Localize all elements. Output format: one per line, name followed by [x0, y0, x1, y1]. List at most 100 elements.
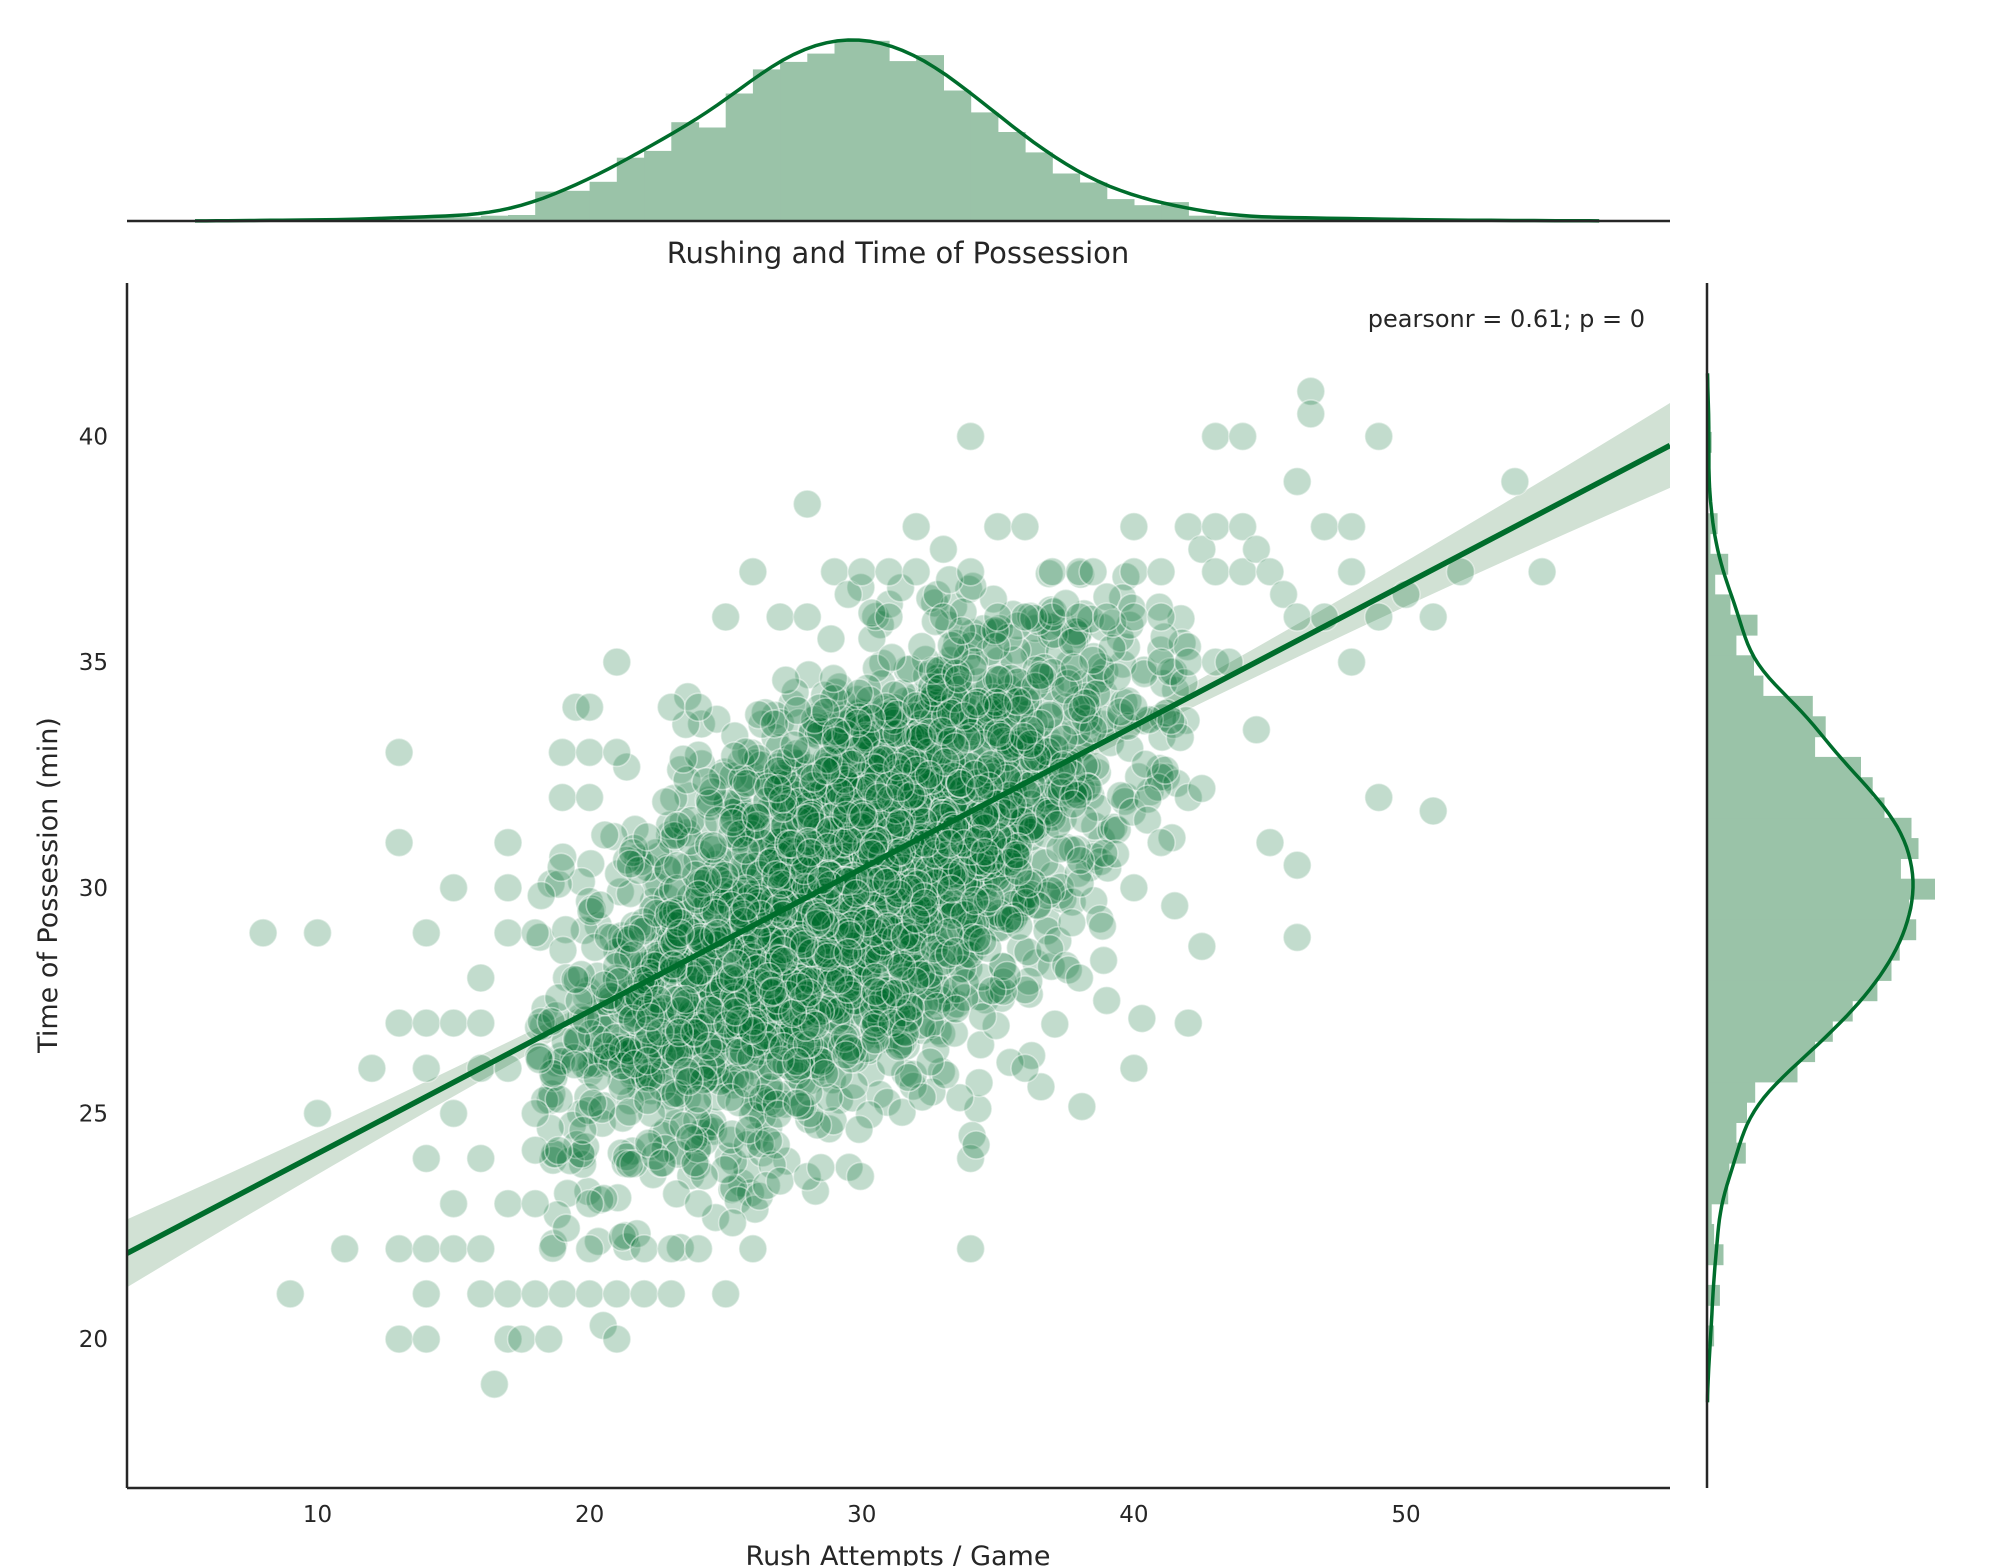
scatter-point: [879, 680, 910, 710]
top-histogram-bar: [916, 55, 944, 221]
scatter-point: [610, 925, 641, 955]
scatter-point: [622, 913, 653, 944]
scatter-point: [844, 1114, 874, 1145]
scatter-point: [705, 957, 736, 988]
scatter-point: [827, 1031, 857, 1062]
scatter-point: [840, 987, 871, 1017]
scatter-point: [881, 900, 912, 930]
scatter-point: [384, 1234, 414, 1264]
scatter-point: [1173, 647, 1204, 677]
scatter-point: [860, 707, 891, 738]
scatter-point: [974, 637, 1005, 668]
scatter-point: [780, 941, 811, 972]
scatter-point: [630, 1061, 661, 1092]
scatter-point: [993, 904, 1023, 935]
scatter-point: [924, 862, 955, 893]
main-scatter-plot: [127, 376, 1670, 1399]
scatter-point: [744, 1005, 775, 1036]
right-histogram-bar: [1707, 716, 1826, 738]
scatter-point: [799, 960, 830, 991]
scatter-point: [702, 1026, 732, 1057]
scatter-point: [529, 1085, 560, 1116]
scatter-point: [816, 775, 847, 805]
scatter-point: [710, 1279, 741, 1309]
scatter-point: [824, 883, 855, 914]
scatter-point: [559, 1042, 589, 1073]
top-histogram-bar: [698, 127, 727, 221]
scatter-point: [1045, 872, 1076, 903]
scatter-point: [883, 990, 913, 1021]
scatter-point: [910, 731, 941, 761]
scatter-point: [756, 934, 787, 964]
scatter-point: [548, 935, 578, 966]
scatter-point: [878, 787, 909, 818]
scatter-point: [901, 511, 932, 542]
scatter-point: [999, 731, 1030, 761]
scatter-point: [770, 836, 800, 866]
scatter-point: [1053, 663, 1084, 694]
scatter-point: [577, 1088, 608, 1118]
scatter-point: [792, 935, 823, 965]
scatter-point: [694, 1033, 725, 1064]
scatter-point: [1013, 937, 1043, 967]
scatter-point: [574, 782, 605, 813]
scatter-point: [1081, 678, 1112, 709]
scatter-point: [1030, 847, 1060, 878]
scatter-point: [895, 718, 926, 748]
scatter-point: [713, 869, 744, 899]
scatter-point: [658, 1066, 688, 1097]
scatter-point: [599, 821, 629, 852]
scatter-point: [791, 956, 822, 987]
scatter-point: [847, 791, 878, 822]
scatter-point: [919, 906, 949, 936]
scatter-point: [955, 863, 985, 894]
scatter-point: [1500, 466, 1530, 497]
x-tick-label: 50: [1391, 1502, 1420, 1528]
scatter-point: [876, 1022, 906, 1053]
scatter-point: [739, 1093, 769, 1123]
scatter-point: [1020, 613, 1051, 644]
scatter-point: [649, 918, 680, 948]
right-histogram-bar: [1707, 1224, 1715, 1245]
scatter-point: [972, 870, 1002, 901]
scatter-point: [848, 809, 879, 840]
scatter-point: [680, 1018, 710, 1049]
scatter-point: [384, 1324, 414, 1354]
scatter-point: [784, 1041, 814, 1072]
scatter-point: [906, 631, 937, 662]
scatter-point: [1364, 602, 1394, 632]
scatter-point: [781, 960, 812, 990]
scatter-point: [690, 989, 721, 1020]
scatter-point: [902, 864, 932, 895]
top-histogram-bar: [453, 217, 482, 221]
scatter-point: [755, 1054, 786, 1085]
scatter-point: [987, 831, 1018, 861]
scatter-point: [654, 1081, 685, 1111]
scatter-point: [693, 887, 723, 917]
scatter-point: [1527, 556, 1557, 587]
scatter-point: [663, 899, 694, 930]
scatter-point: [679, 1124, 709, 1155]
scatter-point: [923, 781, 954, 812]
scatter-point: [844, 896, 874, 926]
scatter-point: [590, 1014, 621, 1045]
scatter-point: [1031, 740, 1061, 770]
scatter-point: [632, 852, 663, 883]
scatter-point: [576, 1048, 607, 1079]
scatter-point: [769, 1027, 799, 1058]
scatter-point: [997, 709, 1027, 740]
scatter-point: [730, 835, 761, 866]
scatter-point: [716, 849, 747, 880]
scatter-point: [941, 895, 972, 925]
scatter-point: [908, 795, 939, 826]
scatter-point: [802, 950, 833, 980]
right-histogram-bar: [1707, 695, 1813, 717]
scatter-point: [889, 1058, 920, 1088]
scatter-point: [814, 745, 845, 776]
scatter-point: [697, 898, 727, 928]
scatter-point: [700, 1062, 731, 1093]
scatter-point: [900, 682, 930, 713]
scatter-point: [671, 1016, 702, 1046]
scatter-point: [597, 1049, 628, 1079]
scatter-point: [574, 886, 605, 917]
